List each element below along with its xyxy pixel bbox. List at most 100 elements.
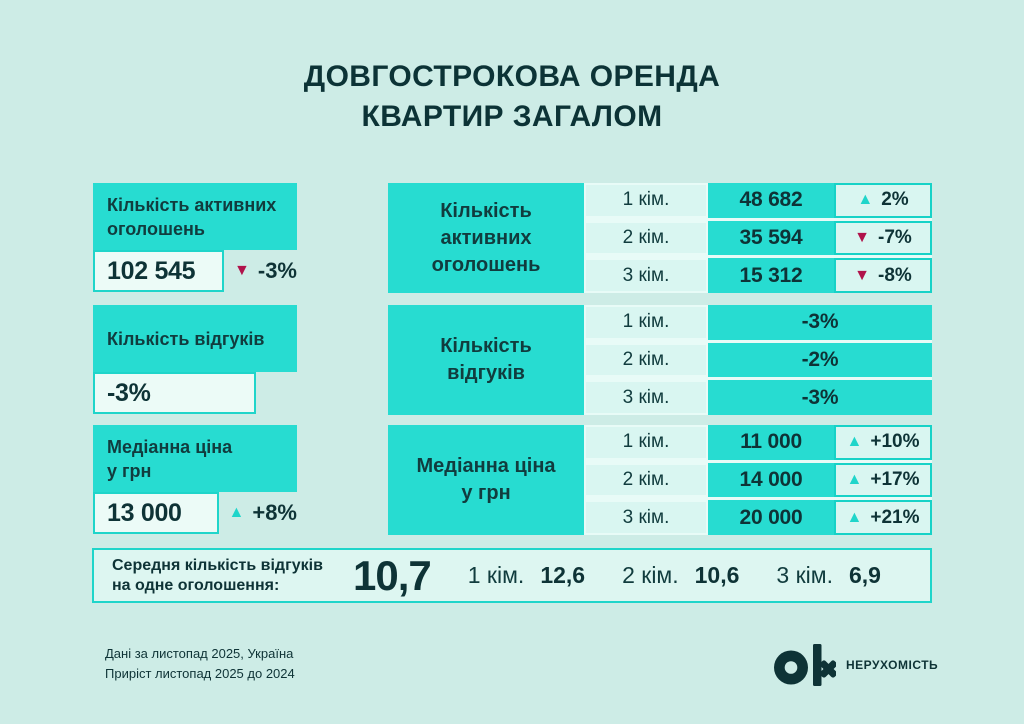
room-label: 2 кім. (584, 342, 708, 378)
label-line: Медіанна ціна (416, 455, 556, 477)
summary-item-value: 12,6 (540, 562, 586, 588)
table-row: 1 кім. 48 682 ▲ 2% (584, 183, 932, 218)
change-value: -7% (878, 227, 912, 248)
row-change: ▼ -7% (834, 220, 932, 256)
down-triangle-icon: ▼ (854, 229, 871, 246)
row-value: -2% (801, 348, 839, 371)
card-active-listings-title: Кількість активних оголошень (93, 183, 297, 250)
up-triangle-icon: ▲ (228, 504, 245, 521)
label-line: оголошень (431, 253, 541, 276)
summary-item: 1 кім. 12,6 (468, 562, 585, 589)
card-title-line: Медіанна ціна (107, 436, 233, 457)
label-line: активних (440, 226, 532, 249)
change-value: +17% (870, 469, 920, 490)
table-rows: 1 кім. 11 000 ▲ +10% 2 кім. 14 000 ▲ +17… (584, 425, 932, 536)
change-value: -8% (878, 264, 912, 286)
table-median-price: Медіанна ціна у грн 1 кім. 11 000 ▲ +10%… (388, 425, 932, 536)
table-row: 2 кім. 14 000 ▲ +17% (584, 459, 932, 498)
room-label: 1 кім. (584, 305, 708, 340)
room-label: 3 кім. (584, 258, 708, 294)
table-row: 3 кім. 20 000 ▲ +21% (584, 497, 932, 536)
row-value: -3% (801, 385, 839, 409)
card-median-price: Медіанна ціна у грн 13 000 ▲ +8% (93, 425, 297, 534)
summary-item-room: 3 кім. (776, 562, 833, 588)
card-reviews: Кількість відгуків -3% (93, 305, 297, 414)
change-value: +8% (252, 500, 297, 525)
card-title-line: Кількість активних (107, 194, 277, 215)
up-triangle-icon: ▲ (857, 191, 874, 209)
olx-logo-icon (774, 644, 836, 686)
summary-label-line: на одне оголошення: (112, 576, 280, 594)
label-line: у грн (461, 482, 511, 504)
summary-item: 3 кім. 6,9 (776, 562, 881, 589)
room-label: 1 кім. (584, 183, 708, 218)
table-row: 1 кім. 11 000 ▲ +10% (584, 425, 932, 460)
card-active-listings: Кількість активних оголошень 102 545 ▼ -… (93, 183, 297, 292)
footer-note-line2: Приріст листопад 2025 до 2024 (105, 666, 295, 681)
brand-label: НЕРУХОМІСТЬ (846, 658, 939, 672)
row-value: 48 682 (739, 188, 803, 212)
table-row: 1 кім. -3% (584, 305, 932, 340)
label-line: Кількість (440, 199, 532, 222)
page-title-line1: ДОВГОСТРОКОВА ОРЕНДА (303, 60, 721, 93)
card-median-price-value: 13 000 (93, 492, 219, 534)
summary-item-value: 6,9 (848, 562, 881, 588)
change-value: -3% (257, 258, 297, 283)
card-reviews-value: -3% (93, 372, 256, 414)
change-value: 2% (881, 189, 909, 211)
row-value: 20 000 (739, 505, 803, 529)
table-active-listings-label: Кількість активних оголошень (388, 183, 584, 293)
summary-label: Середня кількість відгуків на одне оголо… (112, 556, 347, 596)
row-value: 15 312 (739, 263, 803, 287)
page-title-line2: КВАРТИР ЗАГАЛОМ (361, 100, 663, 133)
card-value-row: -3% (93, 372, 297, 414)
card-active-listings-change: ▼ -3% (234, 258, 297, 284)
down-triangle-icon: ▼ (234, 262, 250, 279)
table-row: 3 кім. 15 312 ▼ -8% (584, 255, 932, 294)
table-rows: 1 кім. -3% 2 кім. -2% 3 кім. -3% (584, 305, 932, 416)
room-label: 1 кім. (584, 425, 708, 460)
card-active-listings-value: 102 545 (93, 250, 225, 292)
row-value: 14 000 (739, 468, 803, 491)
table-median-price-label: Медіанна ціна у грн (388, 425, 584, 535)
page-title: ДОВГОСТРОКОВА ОРЕНДА КВАРТИР ЗАГАЛОМ (0, 57, 1024, 137)
room-label: 3 кім. (584, 500, 708, 536)
table-row: 2 кім. 35 594 ▼ -7% (584, 217, 932, 256)
card-median-price-change: ▲ +8% (229, 500, 298, 526)
card-title-line: у грн (107, 460, 152, 481)
up-triangle-icon: ▲ (846, 471, 863, 488)
down-triangle-icon: ▼ (854, 266, 871, 284)
up-triangle-icon: ▲ (846, 508, 863, 526)
label-line: Кількість (440, 335, 532, 357)
summary-item-value: 10,6 (694, 562, 740, 588)
row-change: ▲ +21% (834, 500, 932, 536)
table-active-listings: Кількість активних оголошень 1 кім. 48 6… (388, 183, 932, 294)
table-rows: 1 кім. 48 682 ▲ 2% 2 кім. 35 594 ▼ -7% 3… (584, 183, 932, 294)
summary-item-room: 2 кім. (622, 562, 679, 588)
card-reviews-title: Кількість відгуків (93, 305, 297, 372)
footer-note-line1: Дані за листопад 2025, Україна (105, 646, 294, 661)
up-triangle-icon: ▲ (846, 433, 863, 451)
table-reviews: Кількість відгуків 1 кім. -3% 2 кім. -2%… (388, 305, 932, 416)
row-value: 35 594 (739, 226, 803, 249)
table-row: 3 кім. -3% (584, 377, 932, 416)
row-value: -3% (801, 310, 839, 334)
row-change: ▲ +10% (834, 425, 932, 460)
table-reviews-label: Кількість відгуків (388, 305, 584, 415)
card-value-row: 102 545 ▼ -3% (93, 250, 297, 292)
label-line: відгуків (447, 362, 525, 384)
card-title-line: оголошень (107, 218, 205, 239)
card-value-row: 13 000 ▲ +8% (93, 492, 297, 534)
row-value: 11 000 (740, 430, 802, 454)
row-change: ▼ -8% (834, 258, 932, 294)
footer-note: Дані за листопад 2025, Україна Приріст л… (105, 644, 295, 684)
change-value: +21% (870, 506, 920, 528)
summary-item: 2 кім. 10,6 (622, 562, 739, 589)
summary-total-value: 10,7 (353, 551, 432, 599)
brand-logo: НЕРУХОМІСТЬ (774, 644, 938, 686)
change-value: +10% (870, 431, 920, 453)
room-label: 3 кім. (584, 380, 708, 416)
table-row: 2 кім. -2% (584, 339, 932, 378)
card-title-line: Кількість відгуків (107, 328, 265, 349)
